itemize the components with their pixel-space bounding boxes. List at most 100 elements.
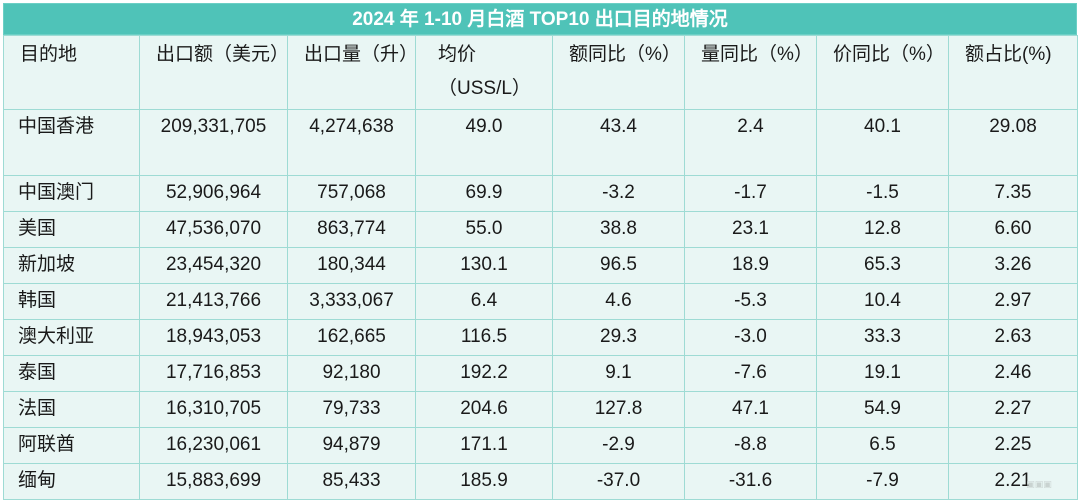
cell-export-value: 18,943,053 — [139, 319, 288, 356]
cell-destination: 韩国 — [3, 283, 140, 320]
header-export-value: 出口额（美元） — [139, 35, 289, 110]
table-row: 泰国 17,716,853 92,180 192.2 9.1 -7.6 19.1 2.46 — [3, 355, 1078, 392]
header-avg-price: 均价（USS/L） — [415, 35, 553, 110]
table-row: 法国 16,310,705 79,733 204.6 127.8 47.1 54.9 2.27 — [3, 391, 1078, 428]
cell-price-yoy: 65.3 — [816, 247, 949, 284]
cell-value-yoy: -2.9 — [552, 427, 685, 464]
cell-export-value: 47,536,070 — [139, 211, 288, 248]
cell-price-yoy: -7.9 — [816, 463, 949, 500]
cell-destination: 中国香港 — [3, 109, 140, 176]
table-row: 阿联酋 16,230,061 94,879 171.1 -2.9 -8.8 6.5 2.25 — [3, 427, 1078, 464]
cell-avg-price: 116.5 — [415, 319, 553, 356]
cell-avg-price: 192.2 — [415, 355, 553, 392]
cell-price-yoy: 10.4 — [816, 283, 949, 320]
table-row: 中国澳门 52,906,964 757,068 69.9 -3.2 -1.7 -1.5 7.3… — [3, 175, 1078, 212]
cell-volume-yoy: 18.9 — [684, 247, 817, 284]
cell-value-yoy: 96.5 — [552, 247, 685, 284]
cell-avg-price: 171.1 — [415, 427, 553, 464]
cell-avg-price: 6.4 — [415, 283, 553, 320]
cell-volume-yoy: -1.7 — [684, 175, 817, 212]
cell-export-value: 17,716,853 — [139, 355, 288, 392]
cell-price-yoy: 6.5 — [816, 427, 949, 464]
header-price-yoy: 价同比（%） — [816, 35, 949, 110]
cell-value-yoy: -3.2 — [552, 175, 685, 212]
cell-volume-yoy: 47.1 — [684, 391, 817, 428]
cell-value-share: 2.46 — [948, 355, 1078, 392]
table-row: 美国 47,536,070 863,774 55.0 38.8 23.1 12.8 6.60 — [3, 211, 1078, 248]
cell-value-share: 29.08 — [948, 109, 1078, 176]
cell-price-yoy: 12.8 — [816, 211, 949, 248]
header-value-yoy: 额同比（%） — [552, 35, 685, 110]
export-table-container: 2024 年 1-10 月白酒 TOP10 出口目的地情况 目的地 出口额（美元… — [3, 3, 1078, 500]
cell-value-share: 2.63 — [948, 319, 1078, 356]
cell-avg-price: 55.0 — [415, 211, 553, 248]
cell-value-share: 3.26 — [948, 247, 1078, 284]
cell-export-volume: 757,068 — [287, 175, 416, 212]
cell-volume-yoy: -31.6 — [684, 463, 817, 500]
cell-avg-price: 185.9 — [415, 463, 553, 500]
cell-export-value: 16,230,061 — [139, 427, 288, 464]
cell-avg-price: 204.6 — [415, 391, 553, 428]
cell-volume-yoy: -7.6 — [684, 355, 817, 392]
cell-export-value: 52,906,964 — [139, 175, 288, 212]
watermark-logo: ▣▣▣ — [1026, 480, 1052, 490]
cell-export-volume: 92,180 — [287, 355, 416, 392]
cell-value-yoy: -37.0 — [552, 463, 685, 500]
header-volume-yoy: 量同比（%） — [684, 35, 817, 110]
table-row: 澳大利亚 18,943,053 162,665 116.5 29.3 -3.0 33.3 2.… — [3, 319, 1078, 356]
cell-destination: 中国澳门 — [3, 175, 140, 212]
cell-value-share: 6.60 — [948, 211, 1078, 248]
cell-price-yoy: 33.3 — [816, 319, 949, 356]
cell-value-yoy: 4.6 — [552, 283, 685, 320]
cell-export-value: 209,331,705 — [139, 109, 288, 176]
cell-value-share: 7.35 — [948, 175, 1078, 212]
cell-volume-yoy: -5.3 — [684, 283, 817, 320]
cell-value-share: 2.27 — [948, 391, 1078, 428]
cell-destination: 阿联酋 — [3, 427, 140, 464]
cell-avg-price: 49.0 — [415, 109, 553, 176]
cell-price-yoy: 19.1 — [816, 355, 949, 392]
cell-export-value: 21,413,766 — [139, 283, 288, 320]
table-title: 2024 年 1-10 月白酒 TOP10 出口目的地情况 — [3, 3, 1077, 35]
cell-price-yoy: -1.5 — [816, 175, 949, 212]
header-value-share: 额占比(%) — [948, 35, 1078, 110]
cell-value-yoy: 9.1 — [552, 355, 685, 392]
cell-value-yoy: 43.4 — [552, 109, 685, 176]
cell-export-value: 15,883,699 — [139, 463, 288, 500]
cell-price-yoy: 40.1 — [816, 109, 949, 176]
cell-value-yoy: 29.3 — [552, 319, 685, 356]
cell-volume-yoy: -8.8 — [684, 427, 817, 464]
table-row: 新加坡 23,454,320 180,344 130.1 96.5 18.9 65.3 3.2… — [3, 247, 1078, 284]
cell-destination: 泰国 — [3, 355, 140, 392]
table-row: 缅甸 15,883,699 85,433 185.9 -37.0 -31.6 -7.9 2.2… — [3, 463, 1078, 500]
cell-value-share: 2.21 — [948, 463, 1078, 500]
cell-export-volume: 4,274,638 — [287, 109, 416, 176]
cell-export-volume: 85,433 — [287, 463, 416, 500]
cell-export-value: 23,454,320 — [139, 247, 288, 284]
cell-volume-yoy: -3.0 — [684, 319, 817, 356]
cell-volume-yoy: 23.1 — [684, 211, 817, 248]
cell-price-yoy: 54.9 — [816, 391, 949, 428]
cell-export-volume: 94,879 — [287, 427, 416, 464]
export-destination-table: 目的地 出口额（美元） 出口量（升） 均价（USS/L） 额同比（%） 量同比（… — [3, 35, 1078, 500]
cell-value-yoy: 38.8 — [552, 211, 685, 248]
header-row: 目的地 出口额（美元） 出口量（升） 均价（USS/L） 额同比（%） 量同比（… — [3, 35, 1078, 110]
cell-export-volume: 79,733 — [287, 391, 416, 428]
cell-destination: 美国 — [3, 211, 140, 248]
cell-export-volume: 180,344 — [287, 247, 416, 284]
cell-value-share: 2.97 — [948, 283, 1078, 320]
table-row: 中国香港 209,331,705 4,274,638 49.0 43.4 2.4 40.1 2… — [3, 109, 1078, 176]
cell-avg-price: 130.1 — [415, 247, 553, 284]
cell-value-yoy: 127.8 — [552, 391, 685, 428]
cell-destination: 法国 — [3, 391, 140, 428]
cell-value-share: 2.25 — [948, 427, 1078, 464]
cell-destination: 新加坡 — [3, 247, 140, 284]
cell-volume-yoy: 2.4 — [684, 109, 817, 176]
header-export-volume: 出口量（升） — [287, 35, 418, 110]
header-destination: 目的地 — [3, 35, 140, 110]
cell-destination: 缅甸 — [3, 463, 140, 500]
cell-export-volume: 3,333,067 — [287, 283, 416, 320]
cell-export-volume: 162,665 — [287, 319, 416, 356]
cell-export-volume: 863,774 — [287, 211, 416, 248]
cell-avg-price: 69.9 — [415, 175, 553, 212]
